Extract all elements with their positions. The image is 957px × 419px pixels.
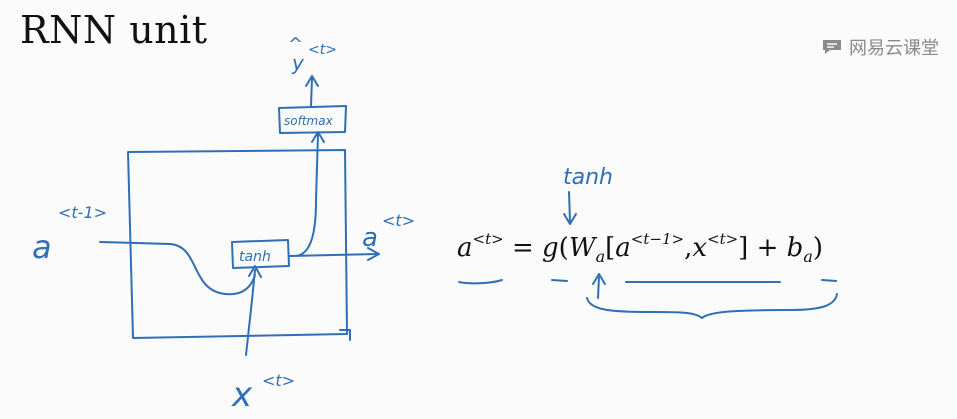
- eq-term1-superscript: <t−1>: [630, 230, 685, 248]
- softmax-branch-line: [295, 133, 319, 257]
- eq-equals: =: [511, 233, 534, 263]
- input-prev-activation-superscript: <t-1>: [58, 203, 107, 222]
- output-y-superscript: <t>: [308, 42, 337, 58]
- eq-bias: b: [786, 233, 804, 263]
- eq-lhs: a: [457, 233, 473, 263]
- eq-term2-superscript: <t>: [707, 230, 739, 248]
- eq-lhs-superscript: <t>: [472, 230, 504, 248]
- underline-lhs: [458, 279, 503, 285]
- underline-bias: [821, 279, 837, 282]
- input-prev-activation-symbol: a: [32, 228, 52, 266]
- underline-g: [551, 279, 568, 282]
- softmax-box: [278, 105, 347, 134]
- eq-close-paren: ): [812, 233, 824, 263]
- chat-bubble-icon: [823, 40, 841, 54]
- weight-annotation-arrow: [597, 275, 600, 299]
- eq-open-bracket: [: [605, 233, 616, 263]
- y-output-arrow: [310, 77, 313, 107]
- eq-term2: x: [692, 233, 707, 263]
- prev-activation-line: [99, 241, 256, 296]
- eq-weight: W: [568, 233, 596, 263]
- input-x-superscript: <t>: [262, 371, 295, 390]
- rnn-activation-equation: a<t> = g(Wa[a<t−1>,x<t>] + ba): [457, 232, 823, 265]
- output-activation-arrow: [288, 253, 379, 257]
- eq-bias-subscript: a: [803, 247, 813, 266]
- eq-open-paren: (: [558, 233, 569, 263]
- watermark-text: 网易云课堂: [849, 38, 939, 59]
- tanh-box-label: tanh: [239, 249, 271, 265]
- eq-plus: +: [756, 233, 779, 263]
- brace-underline: [586, 293, 838, 319]
- eq-function: g: [542, 233, 559, 263]
- softmax-box-label: softmax: [284, 114, 334, 128]
- cell-box: [127, 149, 348, 339]
- tanh-annotation: tanh: [563, 165, 613, 190]
- eq-close-bracket: ]: [738, 233, 749, 263]
- tanh-box: [231, 239, 290, 269]
- eq-comma: ,: [684, 233, 693, 263]
- output-activation-superscript: <t>: [382, 211, 415, 230]
- tanh-annotation-arrow: [568, 191, 571, 223]
- watermark: 网易云课堂: [821, 34, 939, 60]
- input-x-symbol: x: [231, 375, 253, 415]
- eq-term1: a: [615, 233, 631, 263]
- eq-weight-subscript: a: [595, 247, 606, 266]
- slide-title: RNN unit: [20, 8, 208, 52]
- output-y-hat: ^: [288, 34, 303, 55]
- x-input-arrow: [245, 269, 256, 356]
- output-activation-symbol: a: [362, 223, 378, 253]
- output-y-symbol: y: [291, 51, 305, 75]
